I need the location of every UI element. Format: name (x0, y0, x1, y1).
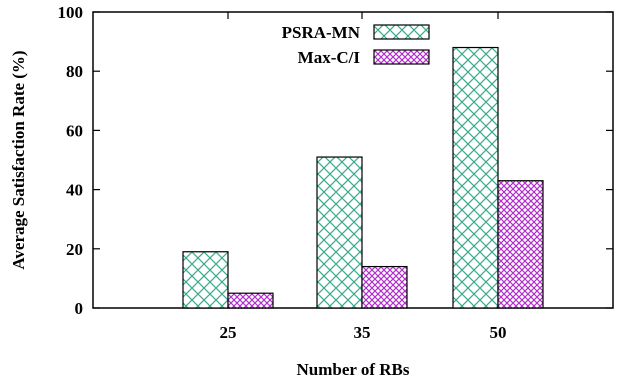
x-tick-label: 50 (490, 323, 507, 342)
x-axis-title: Number of RBs (296, 360, 409, 379)
bar-psra-mn-25 (182, 251, 229, 309)
bar-psra-mn-50 (452, 46, 499, 309)
bar-max-c-i-25 (227, 292, 274, 309)
bar-max-c-i-35 (361, 265, 408, 309)
y-axis-title: Average Satisfaction Rate (%) (9, 50, 28, 269)
legend-label: Max-C/I (298, 48, 361, 67)
bar-psra-mn-35 (316, 156, 363, 309)
x-tick-label: 25 (220, 323, 237, 342)
y-tick-label: 60 (66, 121, 83, 140)
y-tick-label: 0 (75, 299, 84, 318)
y-tick-label: 80 (66, 62, 83, 81)
bar-max-c-i-50 (497, 180, 544, 309)
y-tick-label: 100 (58, 3, 84, 22)
legend: PSRA-MN Max-C/I (282, 23, 430, 67)
plot-area: 0 20 40 60 80 100 25 35 50 (58, 3, 614, 342)
legend-swatch (373, 49, 430, 65)
y-tick-label: 40 (66, 181, 83, 200)
legend-label: PSRA-MN (282, 23, 361, 42)
y-tick-label: 20 (66, 240, 83, 259)
x-tick-label: 35 (354, 323, 371, 342)
legend-swatch (373, 24, 430, 40)
